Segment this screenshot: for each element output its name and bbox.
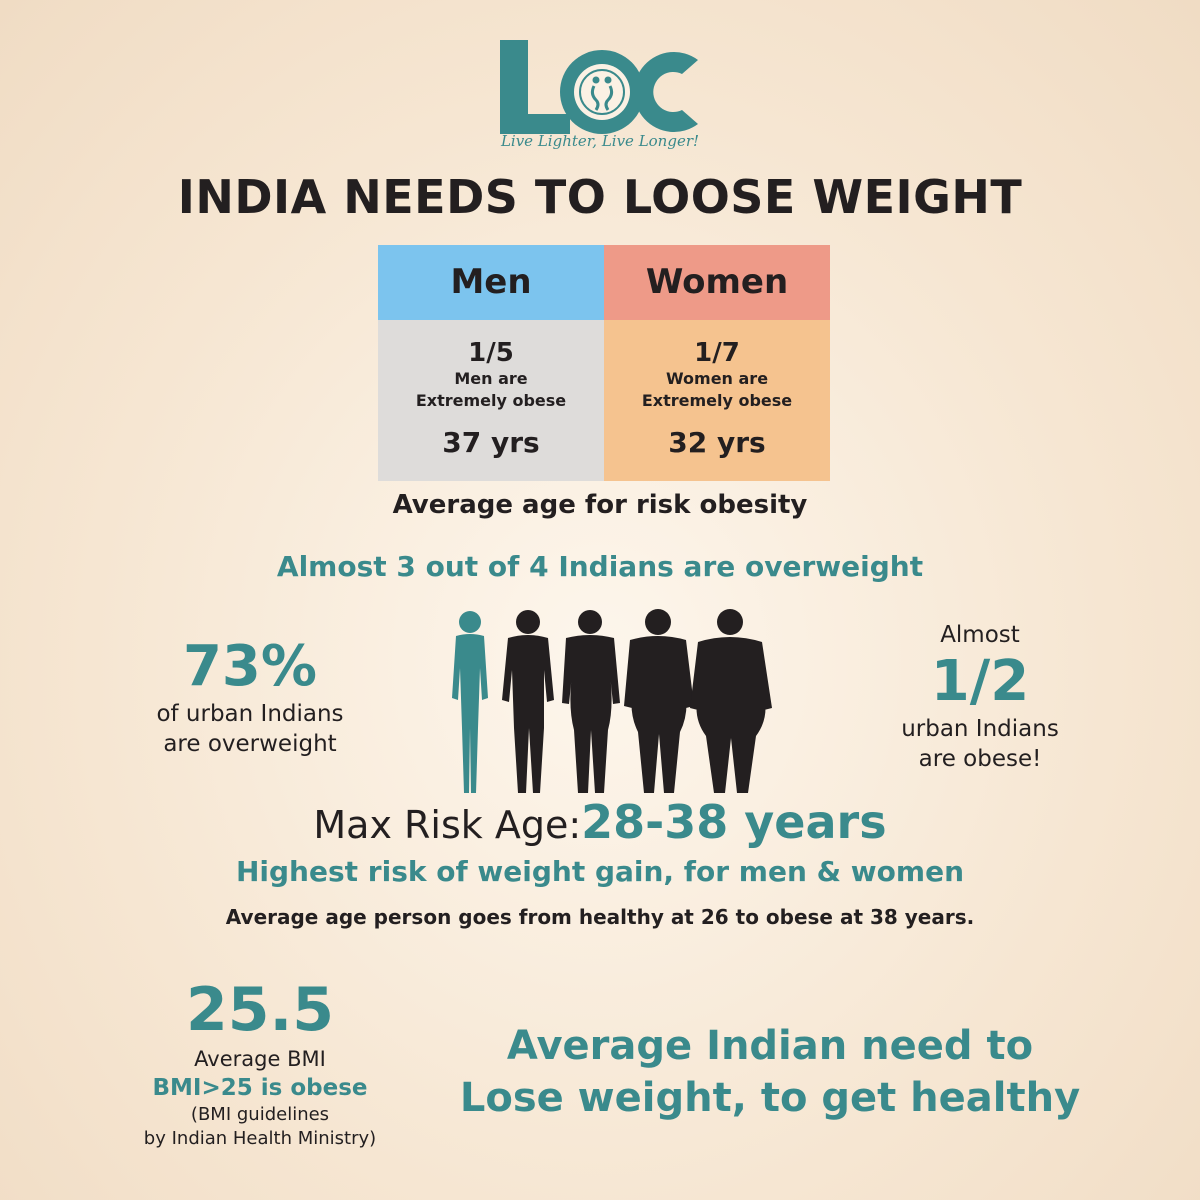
urban-obese-fraction: 1/2	[930, 649, 1030, 714]
closing-line1: Average Indian need to	[506, 1023, 1034, 1069]
urban-overweight-stat: 73% of urban Indians are overweight	[100, 635, 400, 759]
bmi-guide-line2: by Indian Health Ministry)	[143, 1128, 377, 1149]
bmi-value: 25.5	[185, 975, 335, 1045]
comparison-table: Men Women 1/5 Men are Extremely obese 37…	[378, 245, 830, 481]
men-fraction: 1/5	[468, 338, 514, 368]
men-stats-cell: 1/5 Men are Extremely obese 37 yrs	[378, 320, 604, 481]
urban-obese-line1: urban Indians	[901, 716, 1059, 742]
men-header-cell: Men	[378, 245, 604, 320]
urban-overweight-percent: 73%	[182, 634, 318, 699]
very-obese-figure-icon	[690, 609, 772, 793]
women-desc-line1: Women are	[665, 369, 769, 388]
overweight-figure-icon	[562, 610, 620, 793]
obese-figure-icon	[624, 609, 694, 793]
page-title: INDIA NEEDS TO LOOSE WEIGHT	[177, 170, 1023, 224]
slim-figure-icon	[452, 611, 488, 793]
average-figure-icon	[502, 610, 554, 793]
bmi-stat: 25.5 Average BMI BMI>25 is obese (BMI gu…	[100, 975, 420, 1151]
closing-message: Average Indian need to Lose weight, to g…	[440, 1020, 1100, 1124]
men-desc-line2: Extremely obese	[415, 391, 567, 410]
loc-logo	[500, 40, 698, 134]
risk-note: Average age person goes from healthy at …	[225, 905, 975, 929]
women-age: 32 yrs	[668, 426, 766, 459]
urban-obese-stat: Almost 1/2 urban Indians are obese!	[870, 620, 1090, 774]
max-risk-age-label: Max Risk Age:	[313, 803, 582, 847]
max-risk-age-value: 28-38 years	[581, 795, 887, 849]
women-header-label: Women	[645, 262, 789, 302]
women-stats-cell: 1/7 Women are Extremely obese 32 yrs	[604, 320, 830, 481]
urban-obese-prefix: Almost	[940, 622, 1020, 648]
body-silhouettes-illustration	[452, 609, 772, 793]
logo-tagline: Live Lighter, Live Longer!	[500, 132, 700, 150]
urban-overweight-line2: are overweight	[163, 731, 337, 757]
bmi-label: Average BMI	[194, 1047, 326, 1071]
closing-line2: Lose weight, to get healthy	[459, 1075, 1081, 1121]
women-desc-line2: Extremely obese	[641, 391, 793, 410]
women-fraction: 1/7	[694, 338, 740, 368]
urban-obese-line2: are obese!	[918, 746, 1042, 772]
risk-subtitle: Highest risk of weight gain, for men & w…	[235, 855, 964, 888]
bmi-rule: BMI>25 is obese	[152, 1075, 368, 1101]
women-header-cell: Women	[604, 245, 830, 320]
men-header-label: Men	[450, 262, 532, 302]
table-caption: Average age for risk obesity	[392, 490, 808, 520]
men-age: 37 yrs	[442, 426, 540, 459]
urban-overweight-line1: of urban Indians	[156, 701, 344, 727]
bmi-guide-line1: (BMI guidelines	[190, 1104, 330, 1125]
overweight-headline: Almost 3 out of 4 Indians are overweight	[276, 550, 924, 583]
men-desc-line1: Men are	[454, 369, 528, 388]
max-risk-age: Max Risk Age:28-38 years	[0, 795, 1200, 849]
